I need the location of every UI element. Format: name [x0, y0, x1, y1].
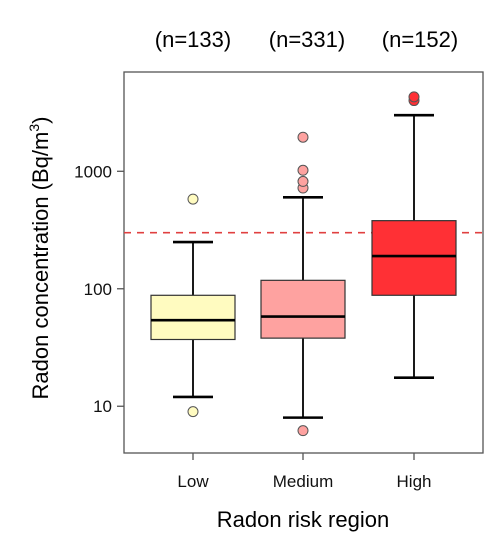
x-tick-label-low: Low	[177, 472, 209, 491]
box-medium	[260, 279, 346, 339]
y-tick-label-100: 100	[84, 280, 112, 299]
outlier-low-0	[187, 406, 199, 418]
y-axis-title-main: Radon concentration (Bq/m	[28, 132, 53, 400]
sample-size-label-high: (n=152)	[382, 27, 458, 52]
x-tick-label-high: High	[397, 472, 432, 491]
x-tick-label-medium: Medium	[273, 472, 333, 491]
box-high	[371, 220, 457, 296]
plot-area: 10 100 1000 Low Medium High	[74, 71, 484, 491]
y-tick-label-10: 10	[93, 397, 112, 416]
outlier-high-1	[408, 91, 420, 103]
y-axis-title: Radon concentration (Bq/m3)	[26, 117, 53, 400]
outlier-medium-2	[297, 175, 309, 187]
outlier-medium-4	[297, 131, 309, 143]
x-axis-title: Radon risk region	[217, 507, 389, 532]
box-low	[150, 294, 236, 341]
y-axis-title-superscript: 3	[26, 124, 42, 132]
y-axis-title-close: )	[28, 117, 53, 124]
sample-size-label-medium: (n=331)	[269, 27, 345, 52]
y-tick-label-1000: 1000	[74, 162, 112, 181]
sample-size-labels: (n=133) (n=331) (n=152)	[155, 27, 458, 52]
outlier-low-1	[187, 193, 199, 205]
outlier-medium-0	[297, 425, 309, 437]
outlier-medium-3	[297, 164, 309, 176]
sample-size-label-low: (n=133)	[155, 27, 231, 52]
